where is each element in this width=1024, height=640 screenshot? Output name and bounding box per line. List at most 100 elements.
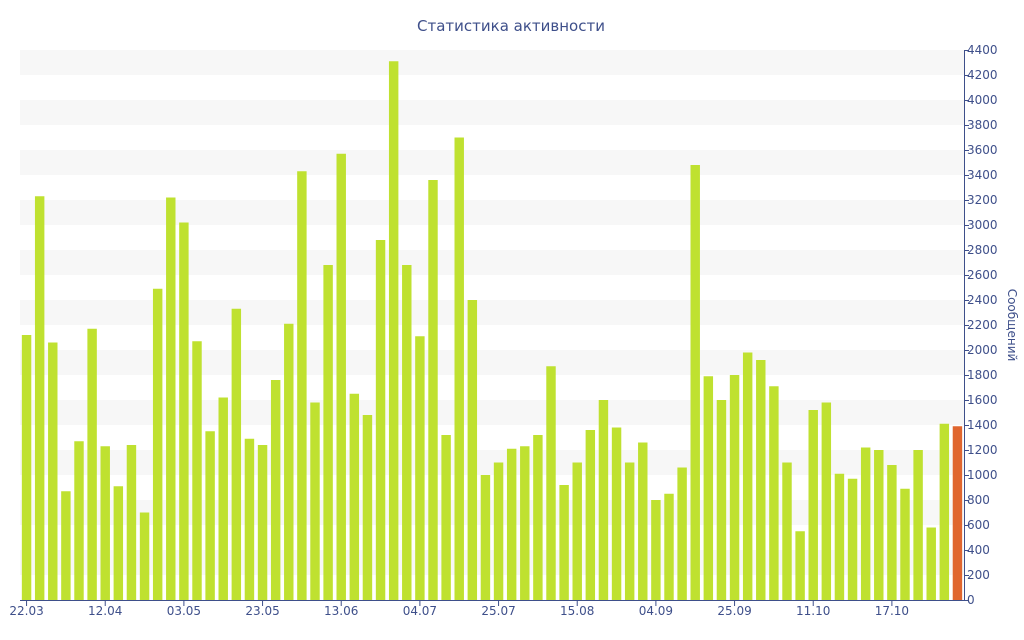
bar xyxy=(834,473,845,600)
bar xyxy=(769,386,779,600)
bar xyxy=(284,323,294,600)
x-tick-label: 15.08 xyxy=(560,604,594,618)
bar xyxy=(336,153,346,600)
y-tick-label: 3800 xyxy=(967,118,998,132)
bar xyxy=(939,423,950,600)
bar xyxy=(205,431,215,600)
bar xyxy=(913,450,923,600)
bar xyxy=(21,335,32,600)
bar xyxy=(546,366,556,600)
x-tick-label: 22.03 xyxy=(9,604,43,618)
bar xyxy=(244,438,255,600)
bar xyxy=(100,446,110,600)
bar xyxy=(179,222,189,600)
y-tick-label: 3600 xyxy=(967,143,998,157)
x-tick-label: 04.07 xyxy=(403,604,437,618)
grid-band xyxy=(20,300,964,325)
bar xyxy=(506,448,517,600)
x-tick-label: 17.10 xyxy=(875,604,909,618)
x-tick-label: 25.09 xyxy=(717,604,751,618)
bar xyxy=(34,196,45,600)
grid-band xyxy=(20,550,964,575)
y-tick-label: 1600 xyxy=(967,393,998,407)
bar xyxy=(152,288,163,600)
grid-band xyxy=(20,150,964,175)
grid-band xyxy=(20,50,964,75)
y-tick-label: 2400 xyxy=(967,293,998,307)
bar xyxy=(74,441,84,600)
bar xyxy=(729,375,740,600)
grid-band xyxy=(20,100,964,125)
y-tick-label: 3000 xyxy=(967,218,998,232)
bar xyxy=(638,442,648,600)
grid-bands xyxy=(20,50,964,575)
bar xyxy=(795,531,805,600)
bar xyxy=(362,415,373,600)
bar xyxy=(349,393,360,600)
bar xyxy=(126,445,137,600)
x-tick-label: 12.04 xyxy=(88,604,122,618)
bar xyxy=(952,426,963,600)
bars xyxy=(21,61,963,600)
chart-title: Статистика активности xyxy=(417,17,605,35)
bar xyxy=(310,402,320,600)
y-tick-label: 800 xyxy=(967,493,990,507)
bar xyxy=(585,430,596,600)
bar xyxy=(113,486,124,600)
bar xyxy=(860,447,871,600)
y-tick-label: 1800 xyxy=(967,368,998,382)
bar xyxy=(716,400,727,600)
y-tick-label: 2800 xyxy=(967,243,998,257)
y-tick-label: 600 xyxy=(967,518,990,532)
bar xyxy=(428,180,438,600)
bar xyxy=(297,171,307,600)
bar xyxy=(61,491,71,600)
bar xyxy=(847,478,858,600)
y-tick-label: 3200 xyxy=(967,193,998,207)
bar xyxy=(166,197,176,600)
y-tick-label: 1000 xyxy=(967,468,998,482)
bar xyxy=(139,512,150,600)
y-tick-label: 400 xyxy=(967,543,990,557)
bar xyxy=(782,462,792,600)
y-tick-label: 3400 xyxy=(967,168,998,182)
bar xyxy=(742,352,753,600)
grid-band xyxy=(20,250,964,275)
grid-band xyxy=(20,500,964,525)
grid-band xyxy=(20,200,964,225)
bar xyxy=(677,467,687,600)
bar xyxy=(218,397,228,600)
y-tick-label: 4400 xyxy=(967,43,998,57)
x-tick-label: 13.06 xyxy=(324,604,358,618)
bar xyxy=(48,342,58,600)
bar xyxy=(454,137,464,600)
bar xyxy=(624,462,635,600)
bar xyxy=(415,336,425,600)
bar xyxy=(703,376,714,600)
x-tick-label: 23.05 xyxy=(245,604,279,618)
x-axis-ticks: 22.03 12.04 03.05 23.05 13.06 04.07 25.07 15.08… xyxy=(9,600,909,618)
bar xyxy=(887,465,897,600)
grid-band xyxy=(20,350,964,375)
y-tick-label: 4200 xyxy=(967,68,998,82)
bar xyxy=(874,450,884,600)
bar xyxy=(520,446,530,600)
bar xyxy=(402,265,412,600)
bar xyxy=(192,341,202,600)
y-tick-label: 0 xyxy=(967,593,975,607)
bar xyxy=(480,475,491,600)
y-axis-ticks: 0 200 400 600 800 1000 1200 1400 1600 1800 2000 220… xyxy=(964,43,998,607)
bar xyxy=(87,328,97,600)
bar xyxy=(808,410,818,600)
grid-band xyxy=(20,400,964,425)
bar xyxy=(926,527,936,600)
bar xyxy=(900,488,910,600)
bar xyxy=(441,435,451,600)
bar xyxy=(467,300,478,600)
bar xyxy=(598,400,609,600)
bar xyxy=(756,360,766,600)
bar xyxy=(651,500,661,600)
grid-band xyxy=(20,450,964,475)
bar xyxy=(572,462,582,600)
